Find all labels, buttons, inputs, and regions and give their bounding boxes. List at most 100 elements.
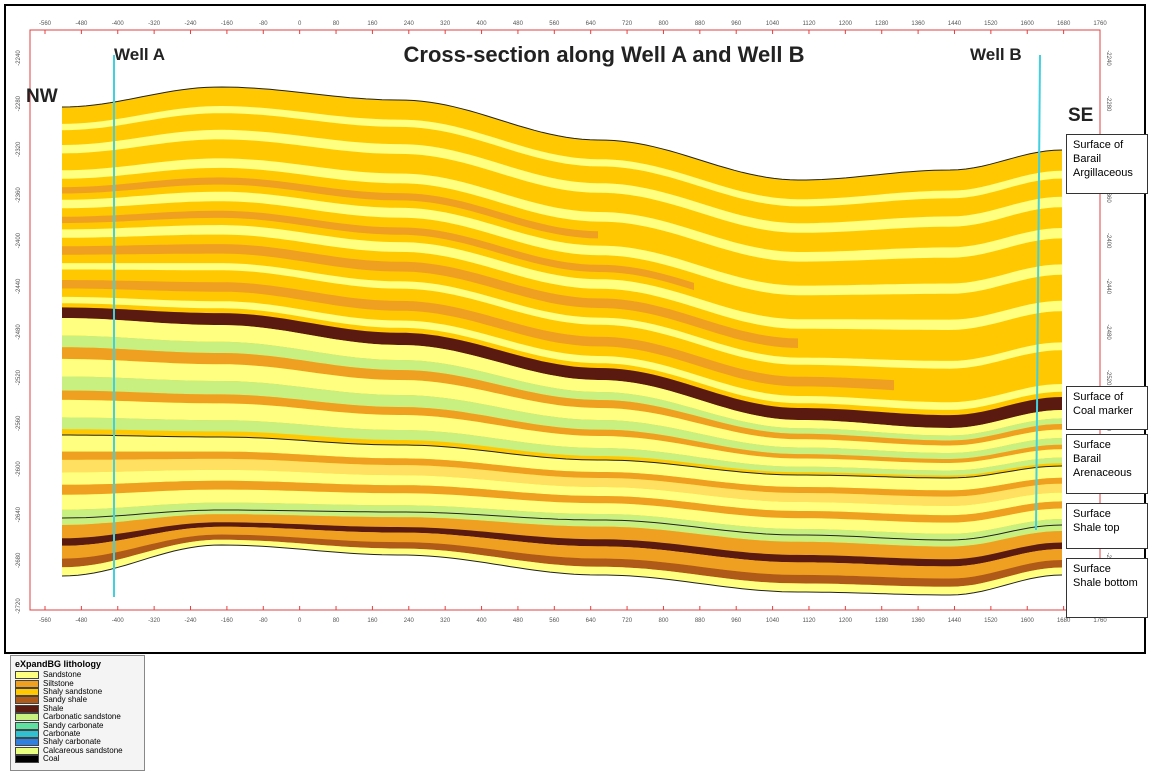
legend-swatch: [15, 730, 39, 738]
x-axis-label: 1680: [1057, 618, 1071, 624]
legend-swatch: [15, 738, 39, 746]
x-axis-label: -160: [221, 21, 234, 27]
x-axis-label: 1200: [839, 21, 853, 27]
x-axis-label: -400: [112, 21, 125, 27]
layers: [62, 87, 1062, 595]
x-axis-label: 1200: [839, 618, 853, 624]
x-axis-label: 1440: [948, 21, 962, 27]
y-axis-label: -2600: [16, 461, 22, 477]
legend-swatch: [15, 671, 39, 679]
x-axis-label: 320: [440, 21, 451, 27]
cross-section: Cross-section along Well A and Well B We…: [0, 0, 1152, 771]
x-axis-label: 160: [367, 618, 378, 624]
x-axis-label: 160: [367, 21, 378, 27]
well-label: Well A: [114, 45, 165, 64]
legend-title: eXpandBG lithology: [15, 659, 140, 669]
legend-swatch: [15, 705, 39, 713]
x-axis-label: 800: [658, 618, 669, 624]
x-axis-label: -400: [112, 618, 125, 624]
legend-label: Coal: [43, 755, 59, 763]
title: Cross-section along Well A and Well B: [404, 42, 805, 67]
x-axis-label: 0: [298, 618, 302, 624]
x-axis-label: 480: [513, 21, 524, 27]
x-axis-label: 1280: [875, 618, 889, 624]
x-axis-label: -480: [75, 618, 88, 624]
x-axis-label: 1360: [911, 21, 925, 27]
y-axis-label: -2240: [16, 50, 22, 66]
y-axis-label: -2280: [1105, 96, 1111, 112]
y-axis-label: -2480: [16, 324, 22, 340]
x-axis-label: 640: [586, 618, 597, 624]
y-axis-label: -2520: [16, 369, 22, 385]
surface-label: Surface of Barail Argillaceous: [1066, 134, 1148, 194]
x-axis-label: 960: [731, 21, 742, 27]
y-axis-label: -2400: [16, 232, 22, 248]
y-axis-label: -2360: [16, 187, 22, 203]
x-axis-label: 880: [695, 618, 706, 624]
y-axis-label: -2240: [1105, 50, 1111, 66]
x-axis-label: 1040: [766, 21, 780, 27]
page: Cross-section along Well A and Well B We…: [0, 0, 1152, 771]
x-axis-label: 240: [404, 618, 415, 624]
x-axis-label: 1760: [1093, 618, 1107, 624]
x-axis-label: 1680: [1057, 21, 1071, 27]
x-axis-label: 80: [333, 618, 340, 624]
x-axis-label: 640: [586, 21, 597, 27]
x-axis-label: 400: [477, 618, 488, 624]
legend-item: Sandstone: [15, 671, 140, 679]
x-axis-label: -80: [259, 21, 268, 27]
direction-label: SE: [1068, 105, 1093, 126]
legend-swatch: [15, 755, 39, 763]
legend-swatch: [15, 680, 39, 688]
y-axis-label: -2320: [16, 141, 22, 157]
legend-label: Sandstone: [43, 671, 81, 679]
x-axis-label: -480: [75, 21, 88, 27]
legend-swatch: [15, 688, 39, 696]
surface-label: Surface Shale bottom: [1066, 558, 1148, 618]
y-axis-label: -2280: [16, 95, 22, 111]
well-label: Well B: [970, 45, 1022, 64]
x-axis-label: -560: [39, 618, 52, 624]
x-axis-label: 1440: [948, 618, 962, 624]
legend-swatch: [15, 713, 39, 721]
x-axis-label: 320: [440, 618, 451, 624]
x-axis-label: -560: [39, 21, 52, 27]
x-axis-label: 0: [298, 21, 302, 27]
x-axis-label: 1520: [984, 21, 998, 27]
x-axis-label: 1280: [875, 21, 889, 27]
y-axis-label: -2440: [16, 278, 22, 294]
y-axis-label: -2400: [1105, 233, 1111, 249]
x-axis-label: -320: [148, 21, 161, 27]
y-axis-label: -2440: [1105, 279, 1111, 295]
y-axis-label: -2520: [1105, 370, 1111, 386]
y-axis-label: -2560: [16, 415, 22, 431]
legend-label: Carbonatic sandstone: [43, 713, 121, 721]
y-axis-label: -2480: [1105, 324, 1111, 340]
x-axis-label: 1600: [1021, 618, 1035, 624]
x-axis-label: 1120: [803, 21, 817, 27]
x-axis-label: 880: [695, 21, 706, 27]
x-axis-label: -320: [148, 618, 161, 624]
x-axis-label: -240: [185, 618, 198, 624]
x-axis-label: 1760: [1093, 21, 1107, 27]
x-axis-label: 800: [658, 21, 669, 27]
direction-label: NW: [26, 86, 58, 107]
x-axis-label: 1360: [911, 618, 925, 624]
x-axis-label: 720: [622, 21, 633, 27]
y-axis-label: -2680: [16, 552, 22, 568]
x-axis-label: 1040: [766, 618, 780, 624]
legend-item: Sandy shale: [15, 696, 140, 704]
surface-label: Surface Barail Arenaceous: [1066, 434, 1148, 494]
x-axis-label: 560: [549, 21, 560, 27]
x-axis-label: 1520: [984, 618, 998, 624]
legend-swatch: [15, 747, 39, 755]
x-axis-label: -240: [185, 21, 198, 27]
x-axis-label: 80: [333, 21, 340, 27]
y-axis-label: -2720: [16, 598, 22, 614]
legend-swatch: [15, 722, 39, 730]
surface-label: Surface Shale top: [1066, 503, 1148, 549]
x-axis-label: 960: [731, 618, 742, 624]
legend-item: Calcareous sandstone: [15, 747, 140, 755]
x-axis-label: 240: [404, 21, 415, 27]
